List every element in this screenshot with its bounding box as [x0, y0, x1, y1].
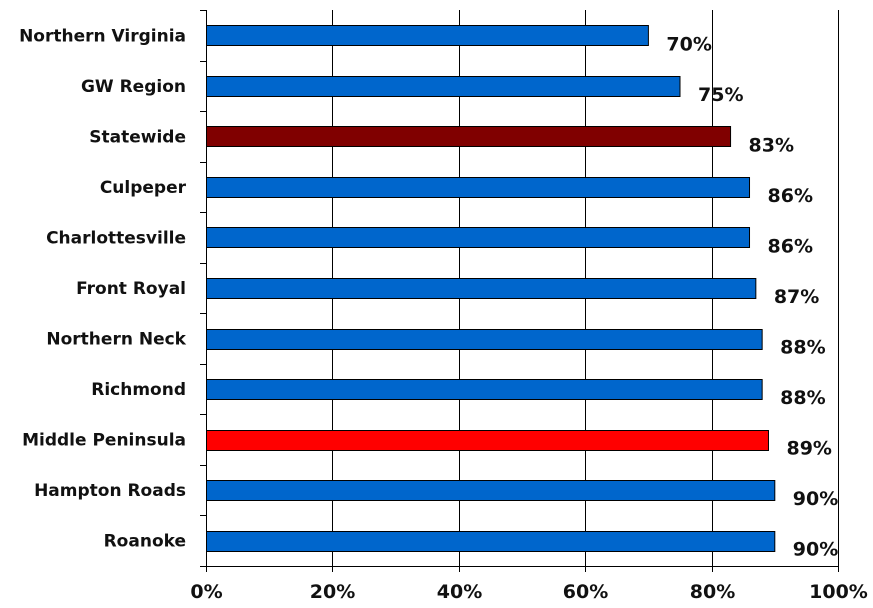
- bar-northern-virginia: [206, 25, 649, 46]
- category-label: GW Region: [81, 77, 186, 97]
- axes: [200, 10, 839, 572]
- bar-gw-region: [206, 76, 681, 97]
- x-tick-label: 100%: [809, 581, 868, 603]
- bar-middle-peninsula: [206, 430, 769, 451]
- bar-front-royal: [206, 278, 757, 299]
- bar-roanoke: [206, 531, 776, 552]
- bar-statewide: [206, 126, 732, 147]
- value-label: 75%: [698, 84, 743, 106]
- labels: Northern Virginia 70% GW Region 75% Statewid…: [19, 26, 868, 603]
- category-label: Charlottesville: [46, 228, 186, 248]
- bar-northern-neck: [206, 329, 763, 350]
- category-label: Front Royal: [76, 279, 186, 299]
- bar-hampton-roads: [206, 480, 776, 501]
- value-label: 88%: [780, 337, 825, 359]
- value-label: 87%: [774, 286, 819, 308]
- value-label: 70%: [666, 33, 711, 55]
- category-label: Northern Virginia: [19, 26, 186, 46]
- x-tick-label: 40%: [437, 581, 482, 603]
- category-label: Hampton Roads: [34, 481, 186, 501]
- category-label: Culpeper: [100, 178, 187, 198]
- category-label: Middle Peninsula: [22, 431, 186, 451]
- x-tick-label: 0%: [190, 581, 222, 603]
- value-label: 86%: [768, 185, 813, 207]
- value-label: 88%: [780, 387, 825, 409]
- category-label: Northern Neck: [46, 330, 186, 350]
- bar-charlottesville: [206, 227, 751, 248]
- category-label: Richmond: [91, 380, 186, 400]
- value-label: 89%: [786, 438, 831, 460]
- category-label: Statewide: [89, 127, 186, 147]
- x-tick-label: 20%: [310, 581, 355, 603]
- bars: [206, 25, 776, 552]
- x-tick-label: 80%: [690, 581, 735, 603]
- value-label: 86%: [768, 235, 813, 257]
- bar-culpeper: [206, 177, 751, 198]
- value-label: 83%: [749, 134, 794, 156]
- value-label: 90%: [793, 539, 838, 561]
- value-label: 90%: [793, 488, 838, 510]
- bar-richmond: [206, 379, 763, 400]
- x-tick-label: 60%: [563, 581, 608, 603]
- category-label: Roanoke: [104, 532, 186, 552]
